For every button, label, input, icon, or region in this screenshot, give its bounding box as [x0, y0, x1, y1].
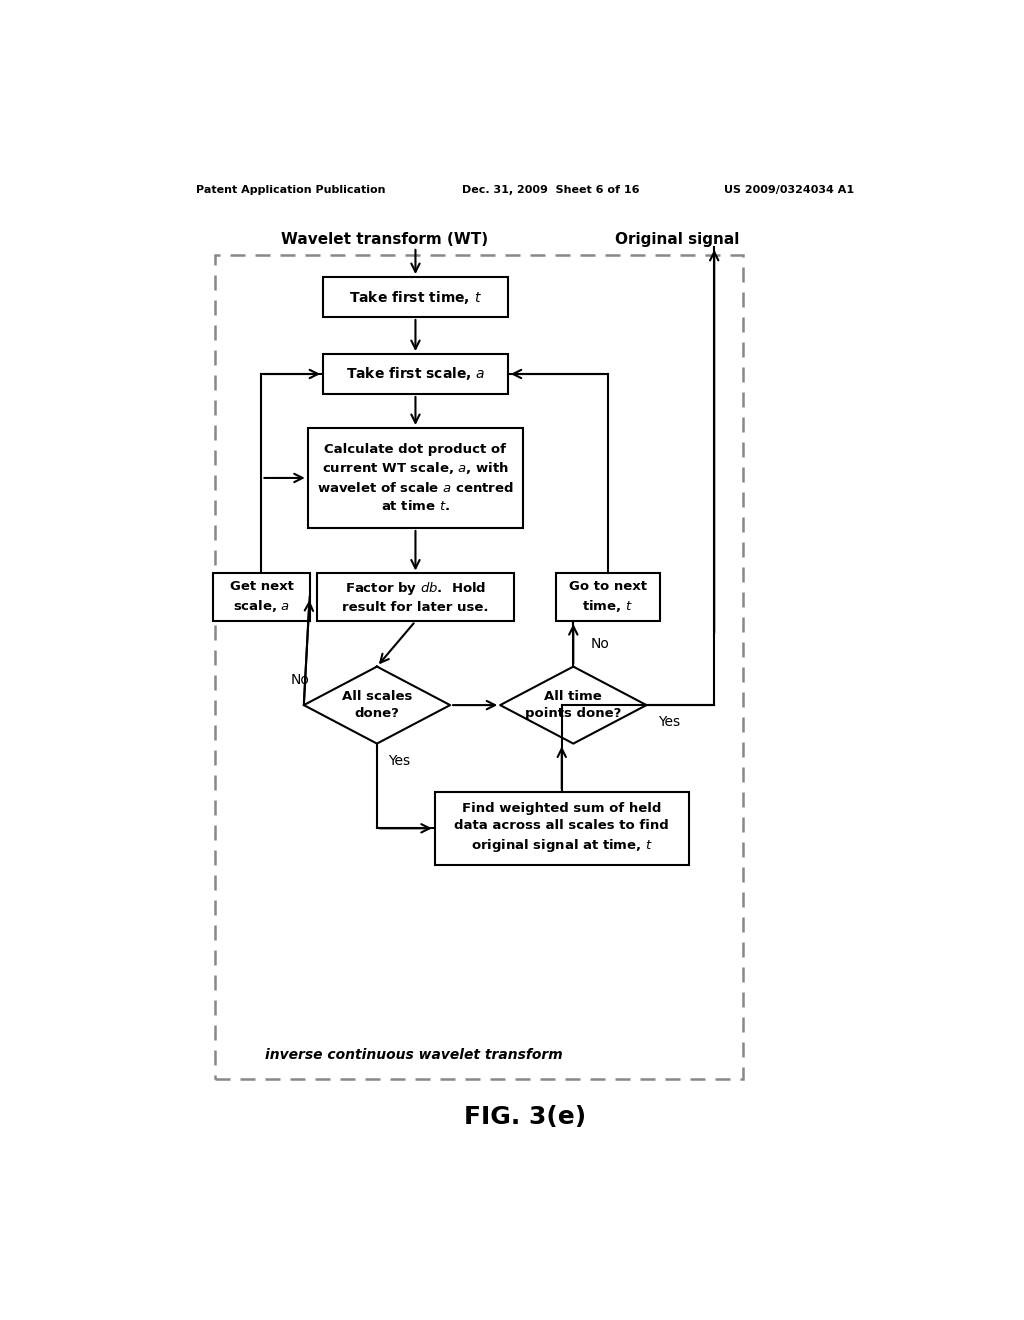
FancyBboxPatch shape	[317, 573, 514, 622]
FancyBboxPatch shape	[556, 573, 659, 622]
Text: No: No	[291, 673, 309, 686]
Text: Yes: Yes	[658, 715, 680, 729]
Text: Patent Application Publication: Patent Application Publication	[196, 185, 385, 195]
Text: Go to next
time, $t$: Go to next time, $t$	[569, 581, 647, 614]
Text: Factor by $db$.  Hold
result for later use.: Factor by $db$. Hold result for later us…	[342, 581, 488, 614]
FancyBboxPatch shape	[323, 277, 508, 317]
Text: Original signal: Original signal	[615, 232, 739, 247]
Text: Take first time, $t$: Take first time, $t$	[349, 289, 482, 305]
Text: inverse continuous wavelet transform: inverse continuous wavelet transform	[265, 1048, 563, 1063]
Polygon shape	[500, 667, 646, 743]
FancyBboxPatch shape	[323, 354, 508, 395]
Text: FIG. 3(e): FIG. 3(e)	[464, 1105, 586, 1129]
Text: Yes: Yes	[388, 754, 411, 767]
Text: US 2009/0324034 A1: US 2009/0324034 A1	[724, 185, 854, 195]
Text: All scales
done?: All scales done?	[342, 690, 412, 721]
FancyBboxPatch shape	[307, 428, 523, 528]
Text: Get next
scale, $a$: Get next scale, $a$	[229, 581, 294, 614]
Polygon shape	[304, 667, 451, 743]
Text: No: No	[590, 636, 609, 651]
Text: Wavelet transform (WT): Wavelet transform (WT)	[282, 232, 488, 247]
Text: All time
points done?: All time points done?	[525, 690, 622, 721]
Text: Calculate dot product of
current WT scale, $a$, with
wavelet of scale $a$ centre: Calculate dot product of current WT scal…	[317, 442, 514, 513]
Text: Find weighted sum of held
data across all scales to find
original signal at time: Find weighted sum of held data across al…	[455, 803, 669, 854]
FancyBboxPatch shape	[213, 573, 309, 622]
Text: Take first scale, $a$: Take first scale, $a$	[346, 366, 485, 383]
FancyBboxPatch shape	[435, 792, 689, 865]
Text: Dec. 31, 2009  Sheet 6 of 16: Dec. 31, 2009 Sheet 6 of 16	[462, 185, 639, 195]
